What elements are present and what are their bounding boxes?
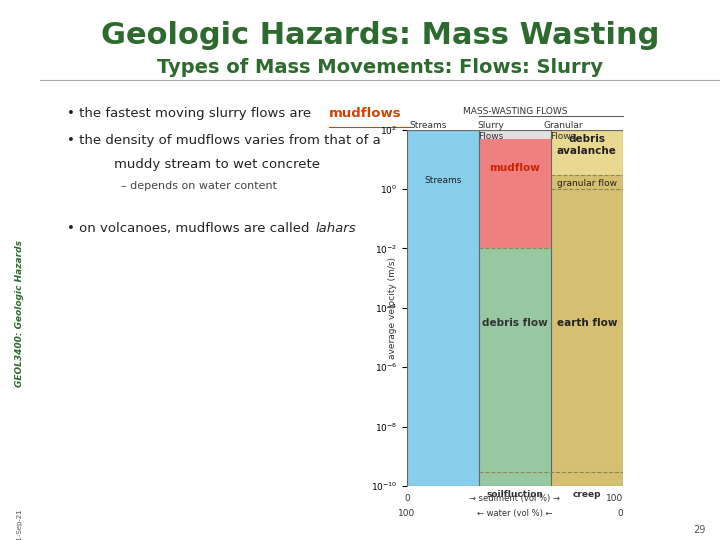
Text: 100: 100	[398, 509, 415, 518]
Text: GEOL3400: Geologic Hazards: GEOL3400: Geologic Hazards	[15, 240, 24, 387]
Polygon shape	[479, 130, 551, 139]
Text: 100: 100	[606, 494, 623, 503]
Polygon shape	[479, 248, 551, 486]
Text: MASS-WASTING FLOWS: MASS-WASTING FLOWS	[462, 107, 567, 116]
Text: mudflows: mudflows	[329, 107, 401, 120]
Text: 0: 0	[617, 509, 623, 518]
Text: debris
avalanche: debris avalanche	[557, 134, 617, 156]
Polygon shape	[551, 175, 623, 486]
Text: 29: 29	[693, 524, 706, 535]
Text: Types of Mass Movements: Flows: Slurry: Types of Mass Movements: Flows: Slurry	[157, 58, 603, 77]
Text: Granular
Flows: Granular Flows	[543, 122, 583, 141]
Text: mudflow: mudflow	[490, 163, 540, 173]
Polygon shape	[551, 130, 623, 486]
Text: 21-Sep-21: 21-Sep-21	[17, 509, 23, 540]
Text: granular flow: granular flow	[557, 179, 617, 188]
Text: 0: 0	[404, 494, 410, 503]
Text: • the density of mudflows varies from that of a: • the density of mudflows varies from th…	[67, 134, 381, 147]
Text: Slurry
Flows: Slurry Flows	[477, 122, 505, 141]
Text: soilfluction: soilfluction	[487, 490, 543, 500]
Text: ← water (vol %) ←: ← water (vol %) ←	[477, 509, 552, 518]
Text: Streams: Streams	[410, 122, 447, 131]
Text: muddy stream to wet concrete: muddy stream to wet concrete	[114, 158, 320, 171]
Polygon shape	[479, 139, 551, 248]
Text: earth flow: earth flow	[557, 318, 617, 328]
Text: creep: creep	[572, 490, 601, 500]
Text: debris flow: debris flow	[482, 318, 548, 328]
Text: – depends on water content: – depends on water content	[121, 181, 277, 191]
Text: → sediment (vol %) →: → sediment (vol %) →	[469, 494, 560, 503]
Text: • on volcanoes, mudflows are called: • on volcanoes, mudflows are called	[67, 222, 314, 235]
Text: average velocity (m/s): average velocity (m/s)	[388, 257, 397, 359]
Text: Streams: Streams	[424, 176, 462, 185]
Text: lahars: lahars	[315, 222, 356, 235]
Text: • the fastest moving slurry flows are: • the fastest moving slurry flows are	[67, 107, 315, 120]
Text: Geologic Hazards: Mass Wasting: Geologic Hazards: Mass Wasting	[101, 21, 659, 50]
Polygon shape	[407, 130, 479, 486]
